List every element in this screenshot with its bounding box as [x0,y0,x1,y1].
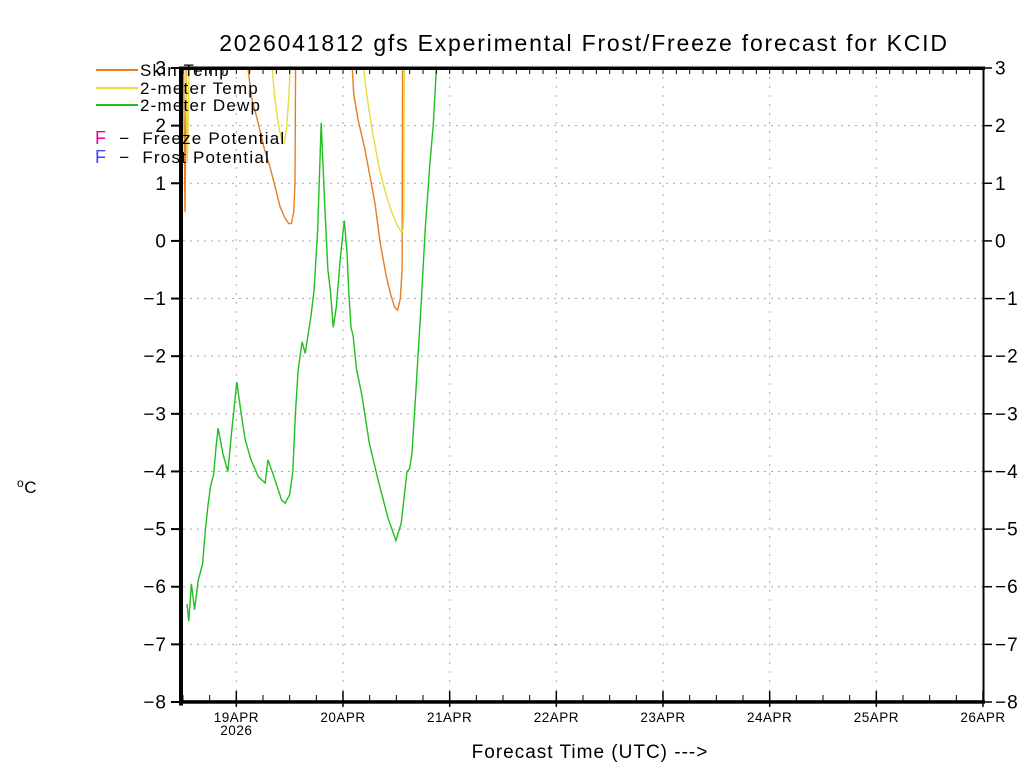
y-axis-left [179,66,183,706]
y-tick-label-right: −1 [995,289,1019,310]
y-axis-unit-label: oC [17,476,37,498]
x-axis-top [179,66,985,70]
x-axis-bottom [179,700,985,704]
legend-label-2m-temp: 2-meter Temp [140,79,259,98]
x-tick-label: 23APR [640,710,685,725]
legend-line-2m-dewp [96,104,138,106]
series-skin-temp [247,68,297,225]
series-2-meter-dewp [186,68,438,622]
frost-label: Frost Potential [142,148,270,167]
legend-label-2m-dewp: 2-meter Dewp [140,96,262,115]
y-tick-label-left: −1 [143,289,167,310]
x-tick-label: 19APR [214,710,259,725]
degree-symbol: o [17,476,25,490]
y-tick-label-left: 1 [155,174,167,195]
y-tick-label-right: −2 [995,347,1019,368]
y-tick-label-right: 0 [995,231,1007,252]
freeze-dash: − [119,129,131,148]
y-tick-label-left: −2 [143,347,167,368]
x-tick-label: 21APR [427,710,472,725]
y-tick-label-right: 1 [995,174,1007,195]
x-tick-label: 20APR [320,710,365,725]
x-tick-label: 25APR [854,710,899,725]
legend-line-2m-temp [96,87,138,89]
y-axis-right [982,66,985,704]
frost-dash: − [119,148,131,167]
y-tick-label-left: 3 [155,59,167,80]
legend-line-skin-temp [96,69,138,71]
freeze-f-marker: F [95,128,108,148]
y-tick-label-left: −8 [143,693,167,714]
legend-label-skin-temp: Skin Temp [140,61,230,80]
y-tick-label-left: −7 [143,635,167,656]
frost-f-marker: F [95,147,108,167]
y-tick-label-left: −3 [143,404,167,425]
series-2-meter-temp [185,68,190,164]
y-tick-label-right: −6 [995,577,1019,598]
y-tick-label-left: 0 [155,231,167,252]
x-tick-year-label: 2026 [220,723,252,738]
x-tick-label: 26APR [960,710,1005,725]
chart-title: 2026041812 gfs Experimental Frost/Freeze… [219,30,949,56]
y-tick-label-right: −4 [995,462,1019,483]
y-tick-label-right: 3 [995,59,1007,80]
y-tick-label-right: −3 [995,404,1019,425]
y-tick-label-right: 2 [995,116,1007,137]
x-tick-label: 22APR [534,710,579,725]
series-2-meter-temp [362,68,405,234]
y-tick-label-left: −6 [143,577,167,598]
y-tick-label-right: −5 [995,520,1019,541]
y-tick-label-right: −8 [995,693,1019,714]
legend-frost-potential: F − Frost Potential [95,147,270,168]
freeze-label: Freeze Potential [142,129,286,148]
y-tick-label-left: −5 [143,520,167,541]
series-group [183,68,438,622]
y-tick-label-left: 2 [155,116,167,137]
y-tick-label-left: −4 [143,462,167,483]
x-axis-title: Forecast Time (UTC) ---> [471,742,709,763]
x-tick-label: 24APR [747,710,792,725]
series-2-meter-temp [271,68,291,144]
legend-freeze-potential: F − Freeze Potential [95,128,285,149]
series-skin-temp [351,68,404,312]
y-tick-label-right: −7 [995,635,1019,656]
unit-letter: C [24,478,37,497]
